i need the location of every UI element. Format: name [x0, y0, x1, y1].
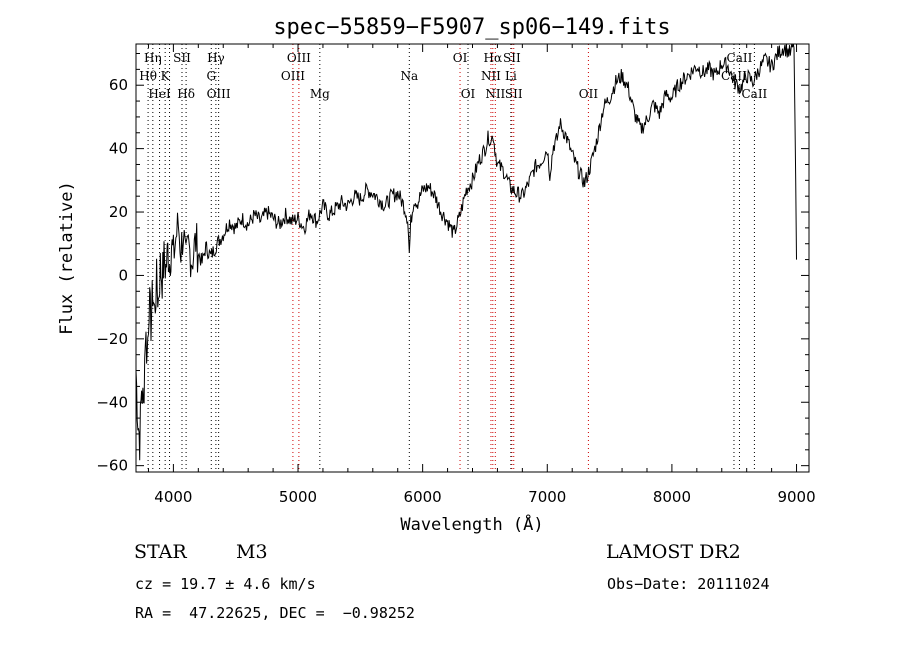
x-tick-label: 6000 [404, 488, 442, 506]
line-annotation: SII [505, 87, 523, 101]
line-annotation: Hα [484, 51, 503, 65]
line-annotation: OI [453, 51, 468, 65]
line-annotation: CaII [741, 87, 767, 101]
y-tick-label: 60 [109, 76, 128, 94]
y-axis-label: Flux (relative) [57, 181, 77, 335]
spectrum-line [135, 43, 797, 461]
x-axis-label: Wavelength (Å) [400, 513, 543, 535]
line-annotation: OIII [287, 51, 311, 65]
line-annotation: SII [173, 51, 191, 65]
line-annotation: HeI [148, 87, 171, 101]
line-annotation: Hθ [139, 69, 157, 83]
line-annotation: OII [579, 87, 599, 101]
x-tick-label: 9000 [777, 488, 815, 506]
y-tick-label: −20 [96, 330, 128, 348]
x-axis-ticks: 4000 5000 6000 7000 8000 9000 [147, 44, 816, 506]
y-tick-label: 20 [109, 203, 128, 221]
line-annotation: OI [461, 87, 476, 101]
line-annotation: G [206, 69, 216, 83]
chart-title: spec−55859−F5907_sp06−149.fits [273, 15, 670, 40]
survey-name: LAMOST DR2 [606, 541, 741, 563]
line-markers [147, 44, 755, 472]
line-annotation: Hη [144, 51, 162, 65]
obs-date: Obs−Date: 20111024 [607, 575, 770, 593]
line-annotation: Hδ [177, 87, 195, 101]
y-tick-label: −60 [96, 457, 128, 475]
y-tick-label: 40 [109, 140, 128, 158]
line-annotation: Mg [310, 87, 330, 101]
line-annotation: CaII [727, 51, 753, 65]
coordinates: RA = 47.22625, DEC = −0.98252 [135, 604, 415, 622]
line-annotation: Hγ [207, 51, 225, 65]
spectrum-series [135, 43, 797, 461]
redshift-cz: cz = 19.7 ± 4.6 km/s [135, 575, 316, 593]
y-tick-label: −40 [96, 393, 128, 411]
x-tick-label: 5000 [279, 488, 317, 506]
line-annotation: Li [505, 69, 517, 83]
x-tick-label: 4000 [154, 488, 192, 506]
line-annotation: Na [400, 69, 418, 83]
line-annotation: OIII [207, 87, 231, 101]
object-class: STAR [134, 541, 187, 563]
line-annotation: NII [481, 69, 501, 83]
y-axis-ticks: −60 −40 −20 0 20 40 60 [96, 53, 809, 475]
line-annotation: OIII [281, 69, 305, 83]
line-annotation: K [161, 69, 171, 83]
line-annotation: NII [485, 87, 505, 101]
object-subclass: M3 [236, 541, 268, 563]
plot-frame [135, 43, 810, 473]
x-tick-label: 7000 [528, 488, 566, 506]
x-tick-label: 8000 [653, 488, 691, 506]
line-annotation: SII [503, 51, 521, 65]
y-tick-label: 0 [118, 266, 128, 284]
